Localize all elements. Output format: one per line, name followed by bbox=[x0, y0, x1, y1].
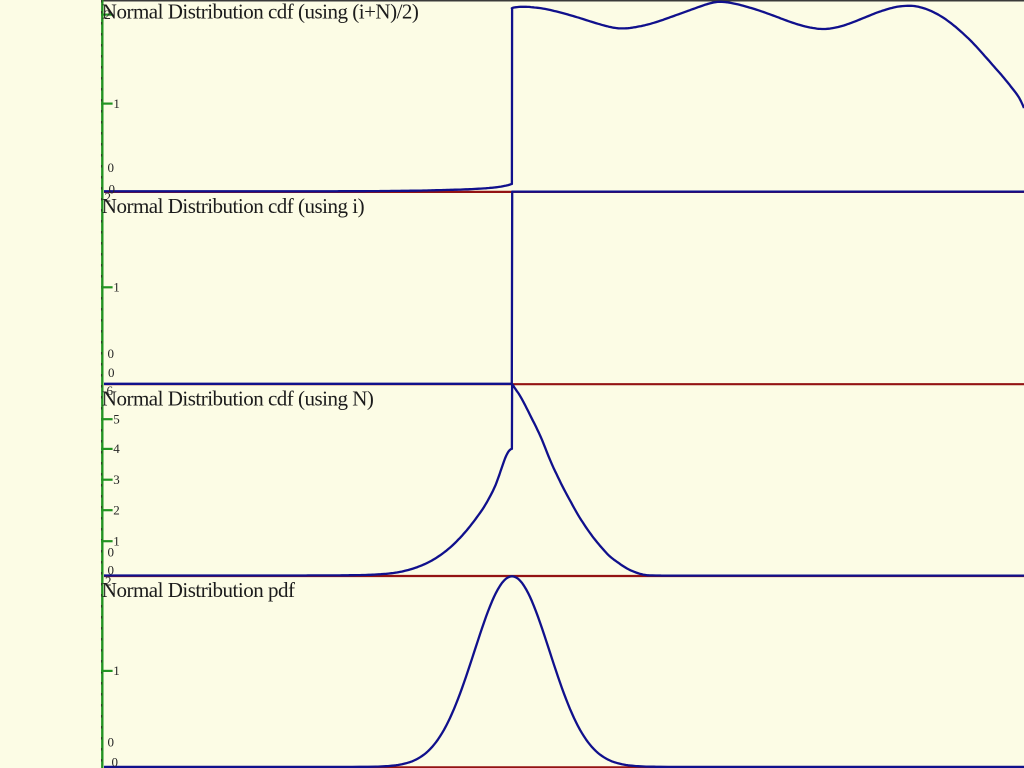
svg-text:2: 2 bbox=[113, 503, 120, 518]
svg-text:1: 1 bbox=[113, 96, 120, 111]
svg-text:4: 4 bbox=[113, 441, 120, 456]
svg-text:3: 3 bbox=[113, 472, 120, 487]
svg-text:Normal Distribution cdf (using: Normal Distribution cdf (using N) bbox=[102, 387, 374, 411]
svg-text:1: 1 bbox=[113, 663, 120, 678]
svg-text:5: 5 bbox=[113, 412, 120, 427]
svg-text:0: 0 bbox=[108, 365, 115, 380]
svg-text:0: 0 bbox=[108, 563, 115, 578]
svg-text:0: 0 bbox=[112, 755, 119, 768]
svg-text:2: 2 bbox=[105, 574, 112, 589]
svg-text:0: 0 bbox=[109, 182, 116, 197]
svg-text:1: 1 bbox=[113, 534, 120, 549]
svg-text:Normal Distribution cdf (using: Normal Distribution cdf (using (i+N)/2) bbox=[102, 0, 419, 24]
svg-text:0: 0 bbox=[108, 545, 115, 560]
svg-text:2: 2 bbox=[105, 190, 112, 205]
svg-text:Normal Distribution pdf: Normal Distribution pdf bbox=[102, 578, 295, 602]
svg-text:1: 1 bbox=[113, 280, 120, 295]
svg-text:0: 0 bbox=[108, 735, 115, 750]
svg-text:0: 0 bbox=[108, 160, 115, 175]
svg-text:0: 0 bbox=[108, 346, 115, 361]
svg-text:2: 2 bbox=[104, 7, 111, 22]
svg-text:Normal Distribution cdf (using: Normal Distribution cdf (using i) bbox=[102, 194, 365, 218]
svg-text:6: 6 bbox=[107, 383, 114, 398]
